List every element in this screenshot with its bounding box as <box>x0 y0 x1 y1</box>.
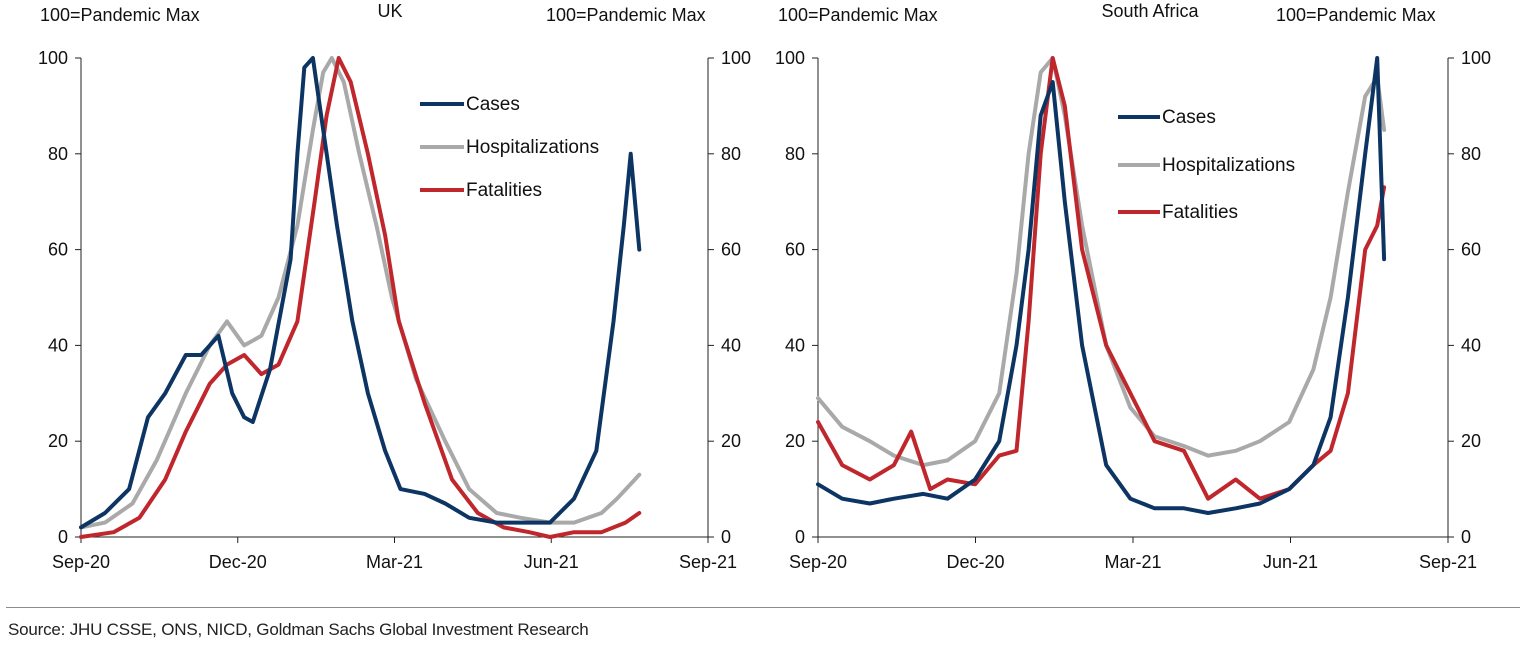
y-tick-label-right: 80 <box>721 144 741 164</box>
legend-label-hospitalizations: Hospitalizations <box>1162 155 1295 176</box>
chart-panel-south-africa: 100=Pandemic Max South Africa 100=Pandemic… <box>775 1 1491 572</box>
y-tick-label-right: 0 <box>721 527 731 547</box>
x-tick-label: Mar-21 <box>1104 552 1161 572</box>
source-divider <box>6 607 1520 608</box>
y-tick-label-left: 40 <box>785 335 805 355</box>
right-axis-unit-label: 100=Pandemic Max <box>546 5 706 25</box>
x-tick-label: Mar-21 <box>366 552 423 572</box>
chart-title: South Africa <box>1101 1 1199 21</box>
y-tick-label-left: 60 <box>48 240 68 260</box>
series-line-cases <box>79 56 642 530</box>
legend-label-hospitalizations: Hospitalizations <box>466 137 599 158</box>
y-tick-label-right: 100 <box>1461 48 1491 68</box>
x-tick-label: Dec-20 <box>209 552 267 572</box>
right-axis-unit-label: 100=Pandemic Max <box>1276 5 1436 25</box>
legend-label-cases: Cases <box>1162 107 1216 128</box>
legend-label-fatalities: Fatalities <box>466 180 542 201</box>
y-tick-label-right: 60 <box>1461 240 1481 260</box>
source-note: Source: JHU CSSE, ONS, NICD, Goldman Sac… <box>8 620 589 639</box>
x-tick-label: Sep-20 <box>52 552 110 572</box>
y-tick-label-left: 0 <box>795 527 805 547</box>
left-axis-unit-label: 100=Pandemic Max <box>40 5 200 25</box>
y-tick-label-right: 20 <box>1461 431 1481 451</box>
y-tick-label-right: 0 <box>1461 527 1471 547</box>
y-tick-label-left: 60 <box>785 240 805 260</box>
x-tick-label: Sep-20 <box>789 552 847 572</box>
legend-label-cases: Cases <box>466 94 520 115</box>
series-line-fatalities <box>816 56 1387 501</box>
chart-title: UK <box>377 1 402 21</box>
y-tick-label-right: 20 <box>721 431 741 451</box>
x-tick-label: Jun-21 <box>1263 552 1318 572</box>
x-tick-label: Dec-20 <box>946 552 1004 572</box>
y-tick-label-left: 80 <box>785 144 805 164</box>
x-tick-label: Sep-21 <box>679 552 737 572</box>
y-tick-label-left: 0 <box>58 527 68 547</box>
y-tick-label-right: 40 <box>721 335 741 355</box>
y-tick-label-left: 100 <box>775 48 805 68</box>
y-tick-label-left: 40 <box>48 335 68 355</box>
left-axis-unit-label: 100=Pandemic Max <box>778 5 938 25</box>
series-line-hospitalizations <box>816 56 1387 468</box>
y-tick-label-left: 80 <box>48 144 68 164</box>
y-tick-label-right: 40 <box>1461 335 1481 355</box>
series-line-fatalities <box>79 56 642 539</box>
y-tick-label-left: 20 <box>48 431 68 451</box>
y-tick-label-right: 100 <box>721 48 751 68</box>
x-tick-label: Sep-21 <box>1419 552 1477 572</box>
series-line-cases <box>816 56 1387 515</box>
chart-panel-uk: 100=Pandemic Max UK 100=Pandemic Max 0 0 20 20… <box>38 1 751 572</box>
legend-label-fatalities: Fatalities <box>1162 202 1238 223</box>
x-tick-label: Jun-21 <box>524 552 579 572</box>
y-tick-label-right: 60 <box>721 240 741 260</box>
y-tick-label-left: 20 <box>785 431 805 451</box>
y-tick-label-right: 80 <box>1461 144 1481 164</box>
y-tick-label-left: 100 <box>38 48 68 68</box>
